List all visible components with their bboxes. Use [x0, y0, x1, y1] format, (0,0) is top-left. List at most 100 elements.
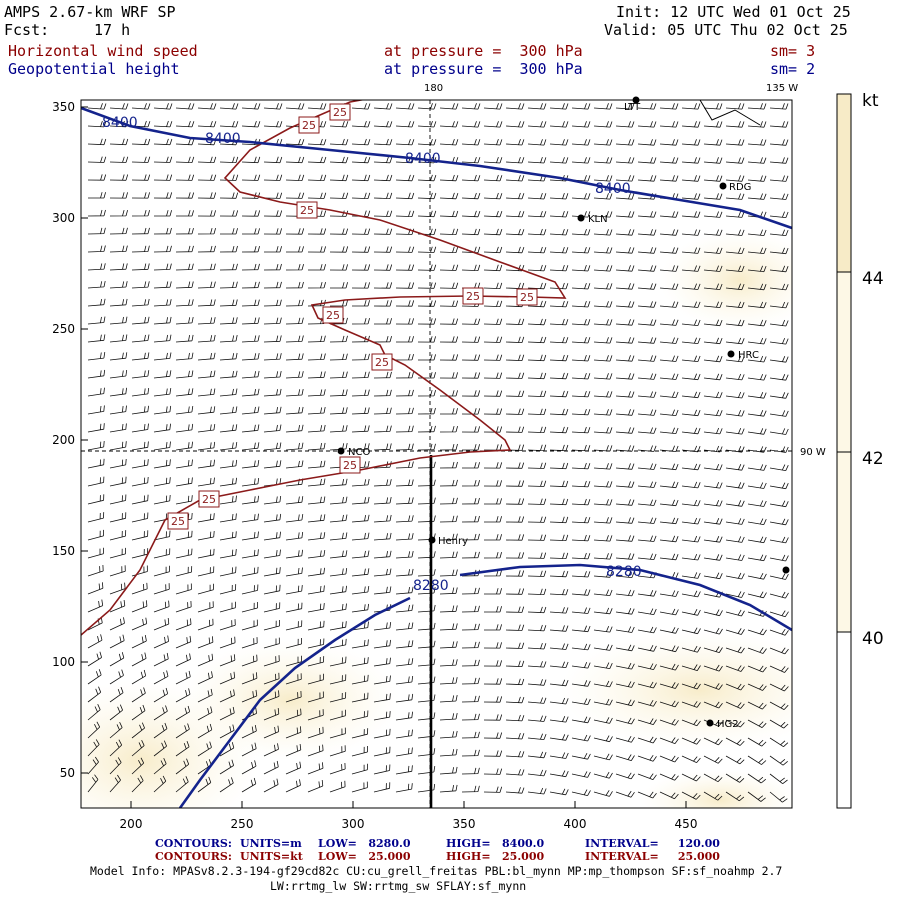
wind-barb	[131, 263, 150, 271]
wind-barb	[87, 599, 104, 613]
wind-barb	[109, 245, 128, 253]
wind-barb	[109, 352, 128, 361]
wind-barb	[219, 759, 234, 775]
speed-label-box	[198, 490, 220, 508]
wind-barb	[527, 444, 547, 451]
wind-barb	[219, 245, 238, 253]
wind-barb	[153, 174, 173, 181]
station-marker	[577, 214, 585, 222]
wind-barb	[109, 423, 127, 433]
wind-barb	[769, 610, 789, 618]
wind-barb	[131, 669, 147, 685]
wind-barb	[285, 460, 304, 469]
wind-barb	[725, 427, 745, 435]
wind-barb	[285, 424, 304, 433]
wind-barb	[769, 773, 788, 785]
wind-barb	[681, 121, 701, 128]
wind-barb	[571, 498, 591, 506]
wind-barb	[395, 282, 415, 289]
wind-barb	[241, 103, 261, 110]
wind-barb	[131, 334, 150, 343]
wind-barb	[769, 573, 789, 580]
wind-barb	[263, 210, 283, 217]
wind-barb	[351, 120, 371, 128]
wind-barb	[373, 479, 392, 487]
speed-label: 25	[520, 291, 534, 304]
wind-barb	[241, 174, 261, 181]
x-tick-label: 200	[120, 817, 143, 831]
wind-barb	[505, 588, 525, 595]
wind-barb	[197, 424, 216, 433]
wind-barb	[505, 336, 525, 343]
wind-barb	[373, 300, 392, 307]
wind-barb	[549, 354, 569, 362]
wind-barb	[637, 608, 657, 615]
wind-barb	[747, 283, 767, 291]
wind-barb	[241, 725, 257, 739]
wind-barb	[219, 120, 239, 128]
wind-barb	[571, 121, 591, 128]
wind-barb	[593, 121, 613, 128]
wind-barb	[219, 370, 238, 379]
wind-barb	[109, 298, 128, 307]
wind-barb	[109, 565, 126, 577]
wind-barb	[681, 755, 701, 763]
wind-barb	[351, 407, 370, 415]
wind-barb	[373, 228, 393, 235]
wind-barb	[769, 482, 789, 490]
station-marker	[706, 719, 714, 727]
wind-barb	[725, 500, 745, 507]
wind-barb	[417, 264, 437, 271]
wind-barb	[87, 138, 107, 146]
wind-barb	[417, 103, 437, 110]
wind-barb	[527, 318, 547, 326]
wind-barb	[175, 317, 194, 325]
wind-barb	[747, 247, 767, 254]
wind-barb	[241, 460, 260, 469]
shade-southeast	[560, 630, 792, 750]
wind-barb	[615, 571, 635, 578]
wind-barb	[461, 623, 480, 631]
wind-barb	[769, 647, 789, 655]
wind-barb	[131, 281, 150, 289]
wind-barb	[703, 481, 723, 489]
wind-barb	[637, 736, 657, 744]
wind-barb	[571, 480, 591, 488]
wind-barb	[87, 547, 104, 559]
wind-barb	[153, 405, 172, 415]
wind-barb	[307, 442, 326, 451]
wind-barb	[241, 637, 258, 649]
wind-barb	[461, 192, 481, 200]
wind-barb	[307, 407, 326, 415]
wind-barb	[527, 336, 547, 344]
wind-barb	[483, 750, 503, 757]
wind-barb	[263, 120, 283, 128]
wind-barb	[175, 758, 190, 775]
footer-speed-low: LOW= 25.000	[318, 850, 411, 863]
wind-barb	[505, 570, 525, 577]
wind-barb	[681, 175, 701, 182]
wind-barb	[461, 659, 480, 667]
wind-barb	[351, 728, 369, 739]
wind-barb	[373, 622, 392, 631]
wind-barb	[483, 300, 503, 307]
wind-barb	[373, 657, 391, 667]
wind-barb	[769, 428, 789, 435]
wind-barb	[703, 229, 723, 236]
wind-barb	[219, 689, 235, 703]
wind-barb	[219, 103, 239, 110]
wind-barb	[483, 678, 503, 685]
wind-barb	[703, 319, 723, 327]
wind-barb	[505, 552, 525, 559]
wind-barb	[461, 408, 481, 415]
footer-height-low: LOW= 8280.0	[318, 837, 411, 850]
y-tick-label: 100	[52, 655, 75, 669]
wind-barb	[637, 553, 657, 560]
wind-barb	[659, 157, 679, 164]
wind-barb	[219, 742, 235, 757]
wind-barb	[87, 774, 99, 793]
wind-barb	[483, 480, 502, 487]
wind-barb	[549, 462, 569, 470]
wind-barb	[769, 356, 789, 363]
wind-barb	[175, 138, 195, 146]
